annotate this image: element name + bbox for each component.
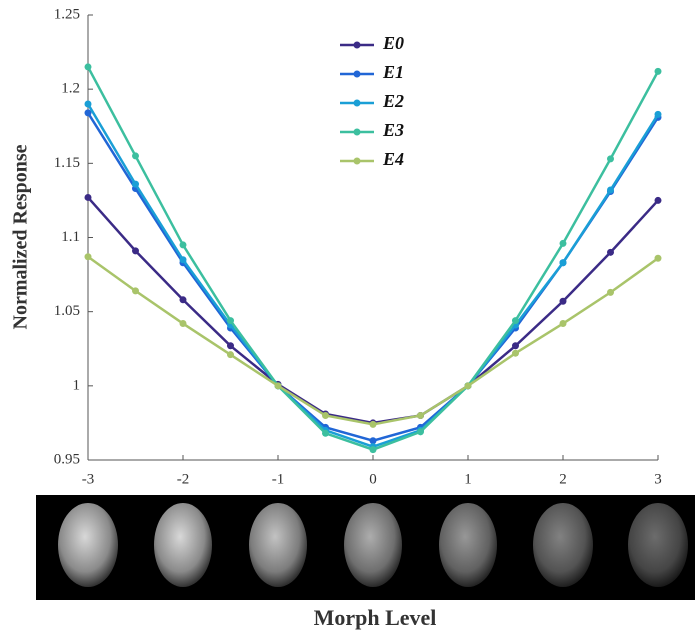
data-point (84, 100, 92, 108)
legend-marker (353, 99, 361, 107)
data-point (369, 420, 377, 428)
series-line (87, 255, 659, 426)
face-strip (36, 495, 695, 600)
data-point (179, 296, 187, 304)
legend-marker (353, 70, 361, 78)
data-point (559, 259, 567, 267)
y-axis-label: Normalized Response (10, 144, 32, 329)
x-tick-label: 1 (464, 471, 472, 487)
data-point (559, 239, 567, 247)
data-point (227, 342, 234, 350)
data-point (84, 63, 92, 71)
data-point (369, 437, 377, 445)
y-tick-label: 1 (73, 377, 81, 393)
legend-label: E4 (382, 149, 404, 169)
y-tick-label: 1.05 (54, 303, 80, 319)
data-point (607, 155, 614, 163)
x-tick-label: 2 (559, 471, 567, 487)
data-point (322, 429, 329, 437)
data-point (179, 256, 187, 264)
data-point (512, 342, 519, 350)
data-point (132, 247, 139, 255)
data-point (227, 351, 234, 359)
legend-marker (353, 128, 361, 136)
data-point (274, 382, 282, 390)
data-point (512, 349, 519, 357)
data-point (417, 428, 424, 436)
data-point (132, 287, 139, 295)
legend-label: E0 (382, 33, 404, 53)
series-line (86, 103, 660, 448)
data-point (464, 382, 472, 390)
data-point (607, 248, 614, 256)
data-point (132, 180, 139, 188)
data-point (559, 297, 567, 305)
series-line (87, 196, 659, 425)
legend-label: E1 (382, 62, 404, 82)
data-point (369, 446, 377, 454)
x-tick-label: -1 (272, 471, 285, 487)
series-line (86, 66, 660, 451)
data-point (512, 317, 519, 325)
data-point (179, 241, 187, 249)
data-point (322, 412, 329, 419)
data-point (607, 186, 614, 194)
data-point (179, 320, 187, 328)
y-tick-label: 1.15 (54, 155, 80, 171)
x-tick-label: -3 (82, 471, 95, 487)
data-point (607, 288, 614, 296)
data-point (84, 253, 92, 261)
data-point (654, 110, 662, 118)
legend-label: E2 (382, 91, 404, 111)
data-point (84, 193, 92, 201)
data-point (654, 196, 662, 204)
data-point (132, 152, 139, 160)
x-tick-label: -2 (177, 471, 190, 487)
data-point (559, 320, 567, 328)
legend-marker (353, 41, 361, 49)
data-point (227, 317, 234, 325)
data-point (84, 109, 92, 117)
data-point (417, 412, 424, 419)
y-tick-label: 1.25 (54, 6, 80, 22)
x-tick-label: 3 (654, 471, 662, 487)
x-tick-label: 0 (369, 471, 377, 487)
y-tick-label: 1.1 (61, 229, 80, 245)
y-tick-label: 1.2 (61, 81, 80, 97)
y-tick-label: 0.95 (54, 451, 80, 467)
data-point (654, 67, 662, 75)
legend-marker (353, 157, 361, 165)
x-axis-label: Morph Level (314, 605, 437, 630)
legend-label: E3 (382, 120, 404, 140)
data-point (654, 254, 662, 262)
